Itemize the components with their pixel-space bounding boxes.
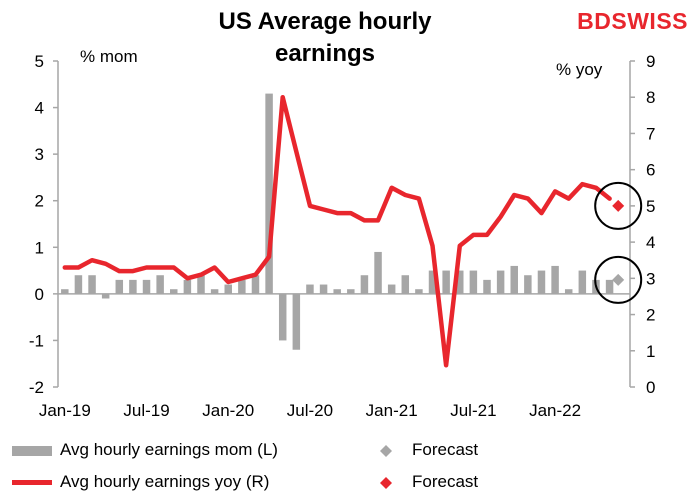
- x-tick-label: Jan-21: [366, 401, 418, 420]
- x-tick-label: Jan-22: [529, 401, 581, 420]
- highlight-circle-mom: [594, 255, 643, 304]
- x-tick-label: Jul-21: [450, 401, 496, 420]
- forecast-marker-yoy: [612, 199, 625, 212]
- right-axis-unit: % yoy: [556, 60, 603, 79]
- x-tick-label: Jan-20: [202, 401, 254, 420]
- series-line-yoy: [62, 94, 612, 368]
- right-tick-label: 6: [646, 161, 655, 180]
- left-tick-label: -1: [29, 331, 44, 350]
- right-tick-label: 8: [646, 88, 655, 107]
- forecast-marker-mom: [612, 273, 625, 286]
- tick-label-layer: -2 -1 0 1 2 3 4 5 0 1 2 3 4 5 6 7 8 9 Jan-19 Jul-19 Jan-20 Ju…: [29, 52, 656, 420]
- legend-label-forecast-mom: Forecast: [412, 440, 479, 459]
- line-layer: [62, 94, 612, 368]
- brand-logo: BDSWISS: [577, 8, 688, 35]
- bar-mom: [360, 275, 369, 294]
- legend-diamond-yoy: [380, 476, 392, 489]
- bar-mom: [292, 293, 301, 350]
- right-tick-label: 5: [646, 197, 655, 216]
- bar-mom: [129, 279, 137, 294]
- left-tick-label: 4: [35, 99, 44, 118]
- bar-mom: [142, 279, 151, 294]
- bar-mom: [74, 275, 83, 294]
- right-tick-label: 1: [646, 342, 655, 361]
- forecast-layer: [594, 181, 643, 304]
- brand-logo-text: BDSWISS: [577, 8, 688, 34]
- bar-mom: [306, 284, 314, 294]
- legend-diamond-mom: [380, 444, 392, 457]
- legend-item-mom: Avg hourly earnings mom (L): [12, 440, 278, 460]
- bar-mom: [347, 289, 355, 294]
- bar-mom: [374, 251, 382, 294]
- bar-mom: [605, 279, 614, 294]
- right-tick-label: 9: [646, 52, 655, 71]
- left-tick-label: -2: [29, 378, 44, 397]
- left-tick-label: 2: [35, 192, 44, 211]
- bar-mom: [197, 275, 205, 294]
- bars-layer: [61, 93, 614, 350]
- bar-mom: [115, 279, 124, 294]
- axes-layer: [53, 60, 635, 388]
- bar-mom: [496, 270, 505, 294]
- bar-mom: [524, 275, 532, 294]
- bar-mom: [456, 270, 464, 294]
- bar-mom: [224, 284, 232, 294]
- highlight-circle-yoy: [594, 181, 643, 230]
- x-tick-label: Jul-19: [123, 401, 169, 420]
- bar-mom: [319, 284, 328, 294]
- bar-mom: [387, 284, 396, 294]
- bar-mom: [469, 270, 478, 294]
- bar-mom: [537, 270, 546, 294]
- bar-mom: [265, 93, 273, 294]
- right-tick-label: 2: [646, 306, 655, 325]
- x-tick-label: Jan-19: [39, 401, 91, 420]
- bar-mom: [483, 279, 491, 294]
- bar-mom: [170, 289, 178, 294]
- bar-mom: [61, 289, 69, 294]
- right-tick-label: 7: [646, 124, 655, 143]
- left-tick-label: 1: [35, 238, 44, 257]
- right-tick-label: 3: [646, 269, 655, 288]
- chart-title-line-2: earnings: [274, 40, 376, 67]
- bar-mom: [415, 289, 423, 294]
- bar-mom: [88, 275, 96, 294]
- right-tick-label: 0: [646, 378, 655, 397]
- legend-label-forecast-yoy: Forecast: [412, 472, 479, 491]
- legend-label-mom: Avg hourly earnings mom (L): [60, 440, 278, 459]
- legend-item-forecast-mom: Forecast: [380, 440, 478, 460]
- bar-mom: [442, 270, 450, 294]
- bar-mom: [510, 265, 518, 294]
- bar-mom: [333, 289, 341, 294]
- bar-mom: [238, 279, 246, 294]
- chart-title: US Average hourly earnings: [195, 6, 455, 70]
- right-tick-label: 4: [646, 233, 655, 252]
- bar-mom: [251, 275, 260, 294]
- legend-item-forecast-yoy: Forecast: [380, 472, 478, 492]
- legend-swatch-mom: [12, 445, 52, 456]
- chart-title-line-1: US Average hourly: [218, 8, 432, 35]
- bar-mom: [428, 270, 437, 294]
- left-tick-label: 3: [35, 145, 44, 164]
- bar-mom: [564, 289, 573, 294]
- bar-mom: [401, 275, 410, 294]
- bar-mom: [278, 293, 287, 341]
- left-tick-label: 0: [35, 285, 44, 304]
- bar-mom: [210, 289, 219, 294]
- bar-mom: [156, 275, 164, 294]
- left-tick-label: 5: [35, 52, 44, 71]
- x-tick-label: Jul-20: [287, 401, 333, 420]
- left-axis-unit: % mom: [80, 47, 138, 66]
- legend-label-yoy: Avg hourly earnings yoy (R): [60, 472, 270, 491]
- legend-swatch-yoy: [12, 480, 52, 486]
- legend-item-yoy: Avg hourly earnings yoy (R): [12, 472, 269, 492]
- bar-mom: [101, 293, 110, 299]
- bar-mom: [551, 265, 559, 294]
- bar-mom: [183, 279, 192, 294]
- bar-mom: [578, 270, 587, 294]
